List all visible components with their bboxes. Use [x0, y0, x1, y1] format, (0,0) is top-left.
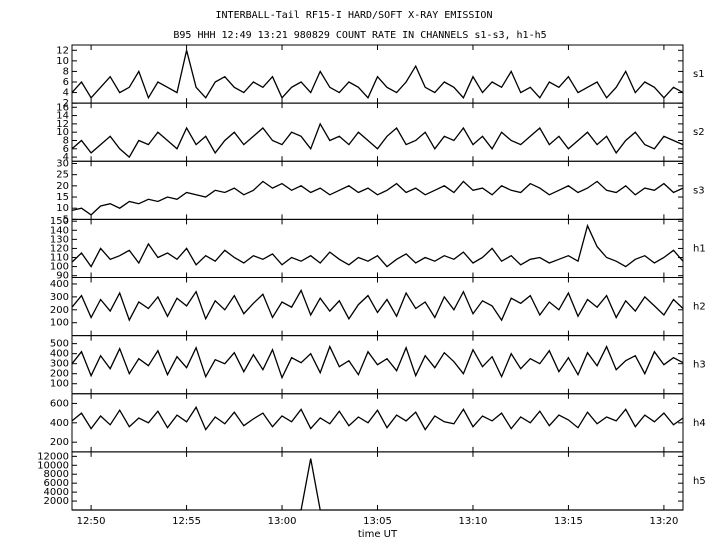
panel-label: h5 [693, 476, 706, 487]
y-tick-label: 20 [56, 181, 69, 192]
y-tick-label: 8 [63, 66, 69, 77]
y-tick-label: 10000 [37, 460, 69, 471]
y-tick-label: 130 [50, 234, 69, 245]
y-tick-label: 2000 [44, 496, 69, 507]
y-tick-label: 400 [50, 349, 69, 360]
y-tick-label: 4 [63, 88, 69, 99]
panel-label: h3 [693, 360, 706, 371]
y-tick-label: 200 [50, 369, 69, 380]
series-line [71, 50, 684, 100]
chart-subtitle: B95 HHH 12:49 13:21 980829 COUNT RATE IN… [173, 30, 546, 41]
x-axis-title: time UT [358, 529, 398, 540]
y-tick-label: 10 [56, 203, 69, 214]
panel-label: h2 [693, 302, 706, 313]
series-line [71, 288, 684, 322]
chart-title: INTERBALL-Tail RF15-I HARD/SOFT X-RAY EM… [216, 10, 493, 21]
x-tick-label: 13:20 [649, 516, 678, 527]
y-tick-label: 110 [50, 253, 69, 264]
y-tick-label: 6000 [44, 478, 69, 489]
y-tick-label: 12 [56, 119, 69, 130]
series-line [71, 344, 684, 380]
panel-label: h4 [693, 418, 706, 429]
panel-frame [71, 102, 684, 162]
panel-frame [71, 393, 684, 453]
x-tick-label: 12:55 [172, 516, 201, 527]
panel-label: s3 [693, 185, 705, 196]
series-line [71, 122, 684, 159]
panel-label: s2 [693, 127, 705, 138]
y-tick-label: 100 [50, 262, 69, 273]
y-tick-label: 300 [50, 359, 69, 370]
y-tick-label: 600 [50, 398, 69, 409]
y-tick-label: 140 [50, 225, 69, 236]
panel-frame [71, 218, 684, 278]
y-tick-label: 100 [50, 318, 69, 329]
x-tick-label: 12:50 [77, 516, 106, 527]
y-tick-label: 10 [56, 56, 69, 67]
y-tick-label: 15 [56, 192, 69, 203]
y-tick-label: 6 [63, 77, 69, 88]
series-line [72, 458, 683, 511]
y-tick-label: 150 [50, 216, 69, 227]
y-tick-label: 100 [50, 379, 69, 390]
series-line [71, 180, 684, 216]
y-tick-label: 200 [50, 437, 69, 448]
y-tick-label: 90 [56, 271, 69, 282]
x-tick-label: 13:05 [363, 516, 392, 527]
y-tick-label: 8 [63, 135, 69, 146]
y-tick-label: 4 [63, 152, 69, 163]
y-tick-label: 4000 [44, 487, 69, 498]
panel-frame [71, 451, 684, 511]
x-tick-label: 13:10 [459, 516, 488, 527]
panel-frame [71, 277, 684, 337]
series-line [71, 223, 684, 268]
y-tick-label: 120 [50, 243, 69, 254]
panel-frame [71, 160, 684, 220]
y-tick-label: 14 [56, 111, 69, 122]
y-tick-label: 2 [63, 98, 69, 109]
y-tick-label: 300 [50, 292, 69, 303]
series-line [71, 405, 684, 431]
y-tick-label: 8000 [44, 469, 69, 480]
y-tick-label: 30 [56, 158, 69, 169]
panel-label: s1 [693, 69, 705, 80]
y-tick-label: 6 [63, 144, 69, 155]
y-tick-label: 5 [63, 214, 69, 225]
y-tick-label: 400 [50, 279, 69, 290]
y-tick-label: 500 [50, 339, 69, 350]
y-tick-label: 10 [56, 127, 69, 138]
y-tick-label: 25 [56, 170, 69, 181]
y-tick-label: 16 [56, 102, 69, 113]
y-tick-label: 200 [50, 305, 69, 316]
x-tick-label: 13:00 [268, 516, 297, 527]
y-tick-label: 12 [56, 45, 69, 56]
panel-frame [71, 44, 684, 104]
y-tick-label: 12000 [37, 451, 69, 462]
panel-label: h1 [693, 243, 706, 254]
y-tick-label: 400 [50, 418, 69, 429]
x-tick-label: 13:15 [554, 516, 583, 527]
